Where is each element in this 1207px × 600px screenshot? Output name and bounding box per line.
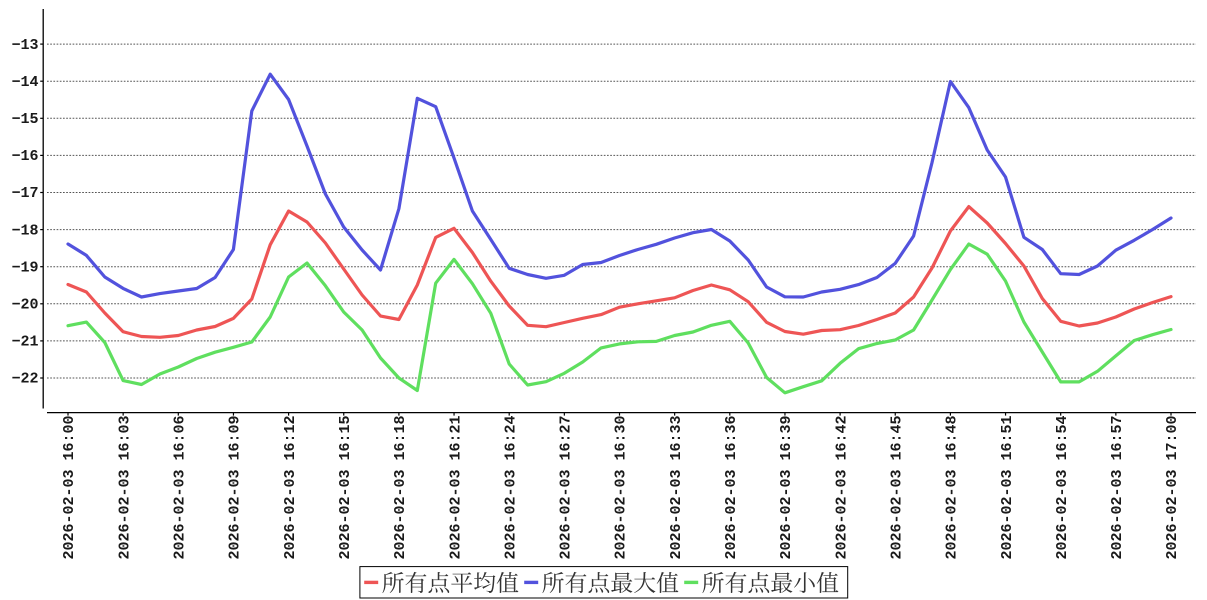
svg-text:2026-02-03 16:33: 2026-02-03 16:33 xyxy=(668,415,685,559)
svg-text:−22: −22 xyxy=(11,371,38,388)
svg-text:−13: −13 xyxy=(11,37,38,54)
svg-text:2026-02-03 16:06: 2026-02-03 16:06 xyxy=(172,415,189,559)
svg-text:2026-02-03 16:27: 2026-02-03 16:27 xyxy=(558,415,575,559)
svg-text:−18: −18 xyxy=(11,222,38,239)
svg-text:2026-02-03 16:00: 2026-02-03 16:00 xyxy=(61,415,78,559)
svg-text:2026-02-03 16:09: 2026-02-03 16:09 xyxy=(227,415,244,559)
svg-text:−20: −20 xyxy=(11,297,38,314)
svg-text:2026-02-03 16:57: 2026-02-03 16:57 xyxy=(1109,415,1126,559)
svg-text:2026-02-03 16:45: 2026-02-03 16:45 xyxy=(888,415,905,559)
svg-text:2026-02-03 17:00: 2026-02-03 17:00 xyxy=(1164,415,1181,559)
svg-text:2026-02-03 16:54: 2026-02-03 16:54 xyxy=(1054,415,1071,559)
svg-text:2026-02-03 16:30: 2026-02-03 16:30 xyxy=(613,415,630,559)
svg-text:2026-02-03 16:42: 2026-02-03 16:42 xyxy=(833,415,850,559)
svg-text:−16: −16 xyxy=(11,148,38,165)
svg-text:2026-02-03 16:48: 2026-02-03 16:48 xyxy=(944,415,961,559)
svg-text:2026-02-03 16:21: 2026-02-03 16:21 xyxy=(447,415,464,559)
svg-text:2026-02-03 16:12: 2026-02-03 16:12 xyxy=(282,415,299,559)
svg-text:2026-02-03 16:51: 2026-02-03 16:51 xyxy=(999,415,1016,559)
svg-text:−17: −17 xyxy=(11,185,38,202)
svg-text:2026-02-03 16:18: 2026-02-03 16:18 xyxy=(392,415,409,559)
svg-text:−19: −19 xyxy=(11,259,38,276)
svg-text:2026-02-03 16:36: 2026-02-03 16:36 xyxy=(723,415,740,559)
svg-text:−15: −15 xyxy=(11,111,38,128)
svg-text:−21: −21 xyxy=(11,334,38,351)
svg-text:2026-02-03 16:24: 2026-02-03 16:24 xyxy=(502,415,519,559)
svg-text:2026-02-03 16:39: 2026-02-03 16:39 xyxy=(778,415,795,559)
svg-text:−14: −14 xyxy=(11,74,38,91)
svg-text:2026-02-03 16:03: 2026-02-03 16:03 xyxy=(116,415,133,559)
svg-text:2026-02-03 16:15: 2026-02-03 16:15 xyxy=(337,415,354,559)
